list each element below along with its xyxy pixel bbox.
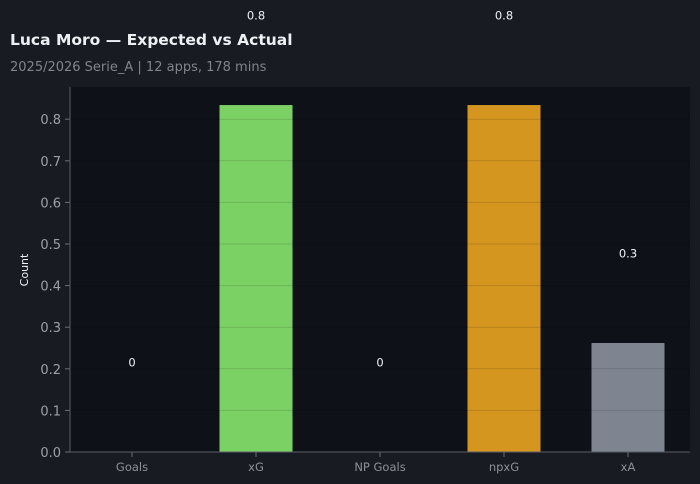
data-label: 0 bbox=[376, 356, 383, 370]
x-tick-label: xG bbox=[248, 460, 264, 474]
bar-npxg bbox=[467, 105, 541, 452]
x-tick-label: xA bbox=[621, 460, 636, 474]
data-label: 0.3 bbox=[619, 247, 637, 261]
y-tick-label: 0.6 bbox=[40, 196, 61, 211]
y-tick-label: 0.7 bbox=[40, 155, 61, 170]
chart-title: Luca Moro — Expected vs Actual bbox=[10, 31, 293, 49]
chart-subtitle: 2025/2026 Serie_A | 12 apps, 178 mins bbox=[10, 60, 267, 75]
y-tick-label: 0.2 bbox=[40, 363, 61, 378]
bar-xg bbox=[219, 105, 293, 452]
y-tick-label: 0.1 bbox=[40, 404, 61, 419]
bar-xa bbox=[591, 343, 665, 452]
y-tick-label: 0.3 bbox=[40, 321, 61, 336]
data-label: 0.8 bbox=[495, 9, 513, 23]
plot-area bbox=[70, 87, 690, 452]
y-tick-label: 0.5 bbox=[40, 238, 61, 253]
x-tick-label: npxG bbox=[489, 460, 519, 474]
data-label: 0.8 bbox=[247, 9, 265, 23]
y-tick-label: 0.4 bbox=[40, 280, 61, 295]
y-tick-label: 0.0 bbox=[40, 446, 61, 461]
data-label: 0 bbox=[128, 356, 135, 370]
y-tick-label: 0.8 bbox=[40, 113, 61, 128]
x-tick-label: Goals bbox=[116, 460, 148, 474]
x-tick-label: NP Goals bbox=[354, 460, 405, 474]
y-axis-label: Count bbox=[18, 253, 31, 286]
